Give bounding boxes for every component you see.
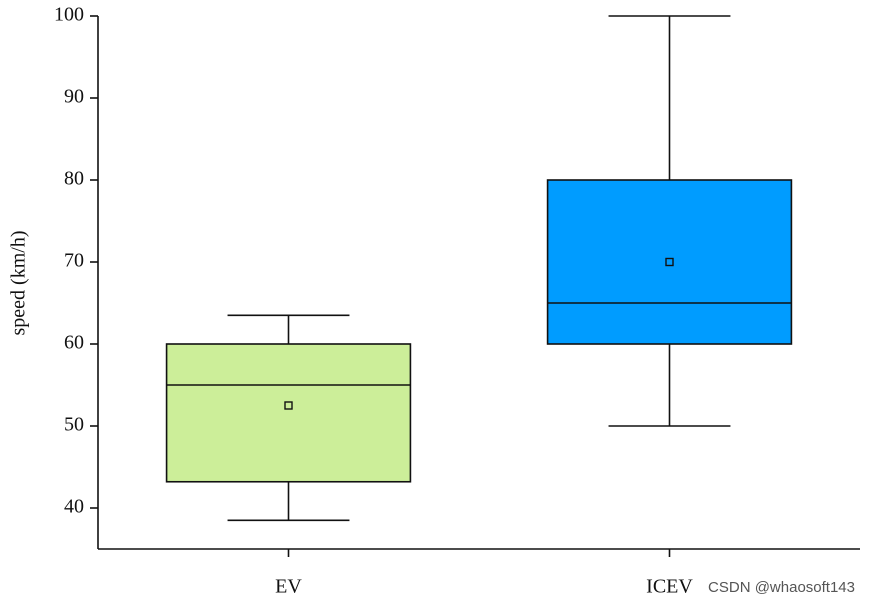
y-tick-label: 90	[64, 86, 84, 108]
box	[165, 343, 412, 483]
y-tick-label: 50	[64, 414, 84, 436]
mean-marker	[665, 257, 674, 267]
watermark: CSDN @whaosoft143	[708, 579, 855, 596]
x-tick-label: ICEV	[646, 576, 693, 598]
y-tick-label: 40	[64, 496, 84, 518]
y-tick-label: 70	[64, 250, 84, 272]
mean-marker	[284, 401, 293, 410]
y-tick-label: 80	[64, 168, 84, 190]
y-tick-label: 60	[64, 332, 84, 354]
y-axis-label: speed (km/h)	[8, 231, 30, 336]
box	[546, 179, 793, 345]
x-tick-label: EV	[275, 576, 302, 598]
y-tick-label: 100	[54, 4, 84, 26]
